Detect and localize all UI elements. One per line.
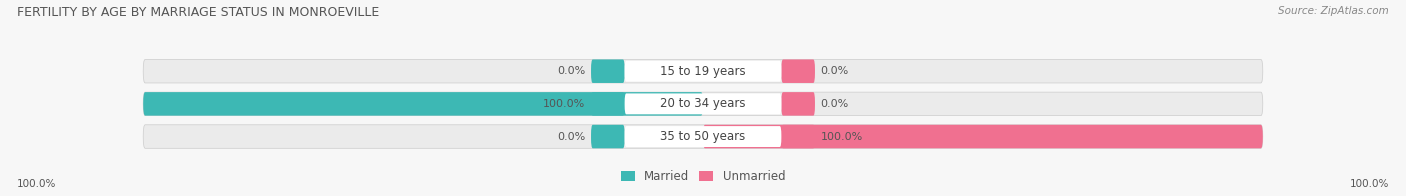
Text: 0.0%: 0.0%	[821, 66, 849, 76]
FancyBboxPatch shape	[143, 125, 1263, 148]
Text: 35 to 50 years: 35 to 50 years	[661, 130, 745, 143]
FancyBboxPatch shape	[624, 61, 782, 82]
Text: 20 to 34 years: 20 to 34 years	[661, 97, 745, 110]
FancyBboxPatch shape	[782, 59, 815, 83]
Legend: Married, Unmarried: Married, Unmarried	[616, 166, 790, 188]
FancyBboxPatch shape	[143, 92, 1263, 116]
FancyBboxPatch shape	[703, 125, 1263, 148]
Text: 100.0%: 100.0%	[543, 99, 585, 109]
FancyBboxPatch shape	[782, 125, 815, 148]
Text: 0.0%: 0.0%	[821, 99, 849, 109]
Text: 100.0%: 100.0%	[17, 179, 56, 189]
FancyBboxPatch shape	[143, 92, 703, 116]
FancyBboxPatch shape	[591, 59, 624, 83]
FancyBboxPatch shape	[591, 125, 624, 148]
Text: FERTILITY BY AGE BY MARRIAGE STATUS IN MONROEVILLE: FERTILITY BY AGE BY MARRIAGE STATUS IN M…	[17, 6, 380, 19]
Text: 100.0%: 100.0%	[1350, 179, 1389, 189]
Text: 15 to 19 years: 15 to 19 years	[661, 65, 745, 78]
Text: 0.0%: 0.0%	[557, 132, 585, 142]
FancyBboxPatch shape	[591, 92, 624, 116]
Text: 0.0%: 0.0%	[557, 66, 585, 76]
FancyBboxPatch shape	[624, 126, 782, 147]
Text: 100.0%: 100.0%	[821, 132, 863, 142]
FancyBboxPatch shape	[624, 93, 782, 114]
FancyBboxPatch shape	[143, 59, 1263, 83]
Text: Source: ZipAtlas.com: Source: ZipAtlas.com	[1278, 6, 1389, 16]
FancyBboxPatch shape	[782, 92, 815, 116]
